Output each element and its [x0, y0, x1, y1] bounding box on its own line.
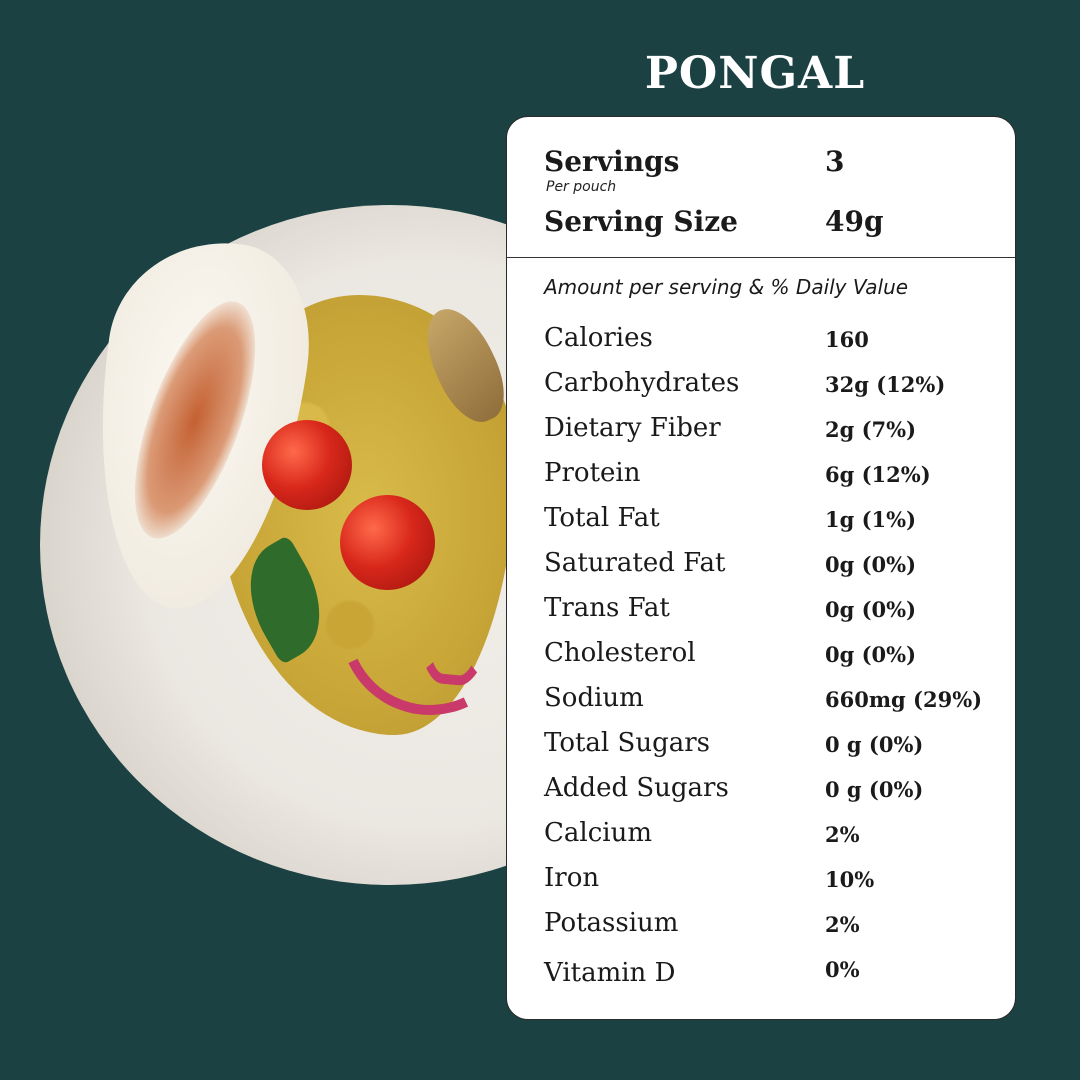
- nutrient-row: Trans Fat 0g (0%): [507, 587, 1015, 632]
- divider: [507, 257, 1015, 258]
- nutrient-value: 0 g (0%): [825, 777, 924, 802]
- nutrient-row: Carbohydrates 32g (12%): [507, 362, 1015, 407]
- nutrient-row: Saturated Fat 0g (0%): [507, 542, 1015, 587]
- serving-size-label: Serving Size: [544, 205, 738, 238]
- servings-label: Servings: [544, 145, 680, 178]
- nutrient-value: 2%: [825, 822, 860, 847]
- tomato-illustration: [262, 420, 352, 510]
- nutrient-label: Dietary Fiber: [544, 413, 721, 443]
- food-photo: [40, 205, 510, 885]
- nutrient-label: Trans Fat: [544, 593, 670, 623]
- nutrient-row: Cholesterol 0g (0%): [507, 632, 1015, 677]
- nutrient-value: 0g (0%): [825, 552, 917, 577]
- nutrient-row: Dietary Fiber 2g (7%): [507, 407, 1015, 452]
- nutrient-row: Iron 10%: [507, 857, 1015, 902]
- nutrient-row: Protein 6g (12%): [507, 452, 1015, 497]
- nutrient-label: Potassium: [544, 908, 679, 938]
- amount-caption: Amount per serving & % Daily Value: [544, 275, 909, 299]
- per-pouch-note: Per pouch: [546, 179, 617, 195]
- nutrient-value: 0g (0%): [825, 597, 917, 622]
- nutrient-label: Cholesterol: [544, 638, 696, 668]
- nutrition-facts-panel: Servings 3 Per pouch Serving Size 49g Am…: [506, 116, 1016, 1020]
- nutrient-label: Total Fat: [544, 503, 660, 533]
- nutrient-label: Calcium: [544, 818, 652, 848]
- nutrient-value: 6g (12%): [825, 462, 931, 487]
- nutrient-row: Added Sugars 0 g (0%): [507, 767, 1015, 812]
- nutrient-value: 0%: [825, 957, 860, 982]
- nutrient-label: Iron: [544, 863, 600, 893]
- nutrient-row: Calcium 2%: [507, 812, 1015, 857]
- nutrient-value: 2%: [825, 912, 860, 937]
- nutrient-value: 10%: [825, 867, 875, 892]
- nutrient-row: Vitamin D 0%: [507, 947, 1015, 997]
- nutrient-label: Calories: [544, 323, 653, 353]
- nutrient-list: Calories 160 Carbohydrates 32g (12%) Dieta…: [507, 317, 1015, 997]
- nutrient-value: 2g (7%): [825, 417, 917, 442]
- nutrient-row: Potassium 2%: [507, 902, 1015, 947]
- nutrient-value: 660mg (29%): [825, 687, 983, 712]
- nutrient-value: 0g (0%): [825, 642, 917, 667]
- nutrient-row: Total Sugars 0 g (0%): [507, 722, 1015, 767]
- serving-size-value: 49g: [825, 205, 884, 238]
- nutrient-value: 1g (1%): [825, 507, 917, 532]
- nutrient-row: Calories 160: [507, 317, 1015, 362]
- tomato-illustration: [340, 495, 435, 590]
- nutrient-label: Total Sugars: [544, 728, 710, 758]
- nutrient-label: Saturated Fat: [544, 548, 726, 578]
- nutrient-value: 0 g (0%): [825, 732, 924, 757]
- nutrient-label: Added Sugars: [544, 773, 729, 803]
- servings-value: 3: [825, 145, 845, 178]
- nutrient-label: Vitamin D: [544, 958, 676, 988]
- nutrient-label: Sodium: [544, 683, 644, 713]
- nutrient-label: Protein: [544, 458, 641, 488]
- nutrient-row: Total Fat 1g (1%): [507, 497, 1015, 542]
- nutrient-label: Carbohydrates: [544, 368, 740, 398]
- nutrient-value: 160: [825, 327, 869, 352]
- nutrient-row: Sodium 660mg (29%): [507, 677, 1015, 722]
- nutrient-value: 32g (12%): [825, 372, 946, 397]
- product-title: PONGAL: [644, 48, 866, 99]
